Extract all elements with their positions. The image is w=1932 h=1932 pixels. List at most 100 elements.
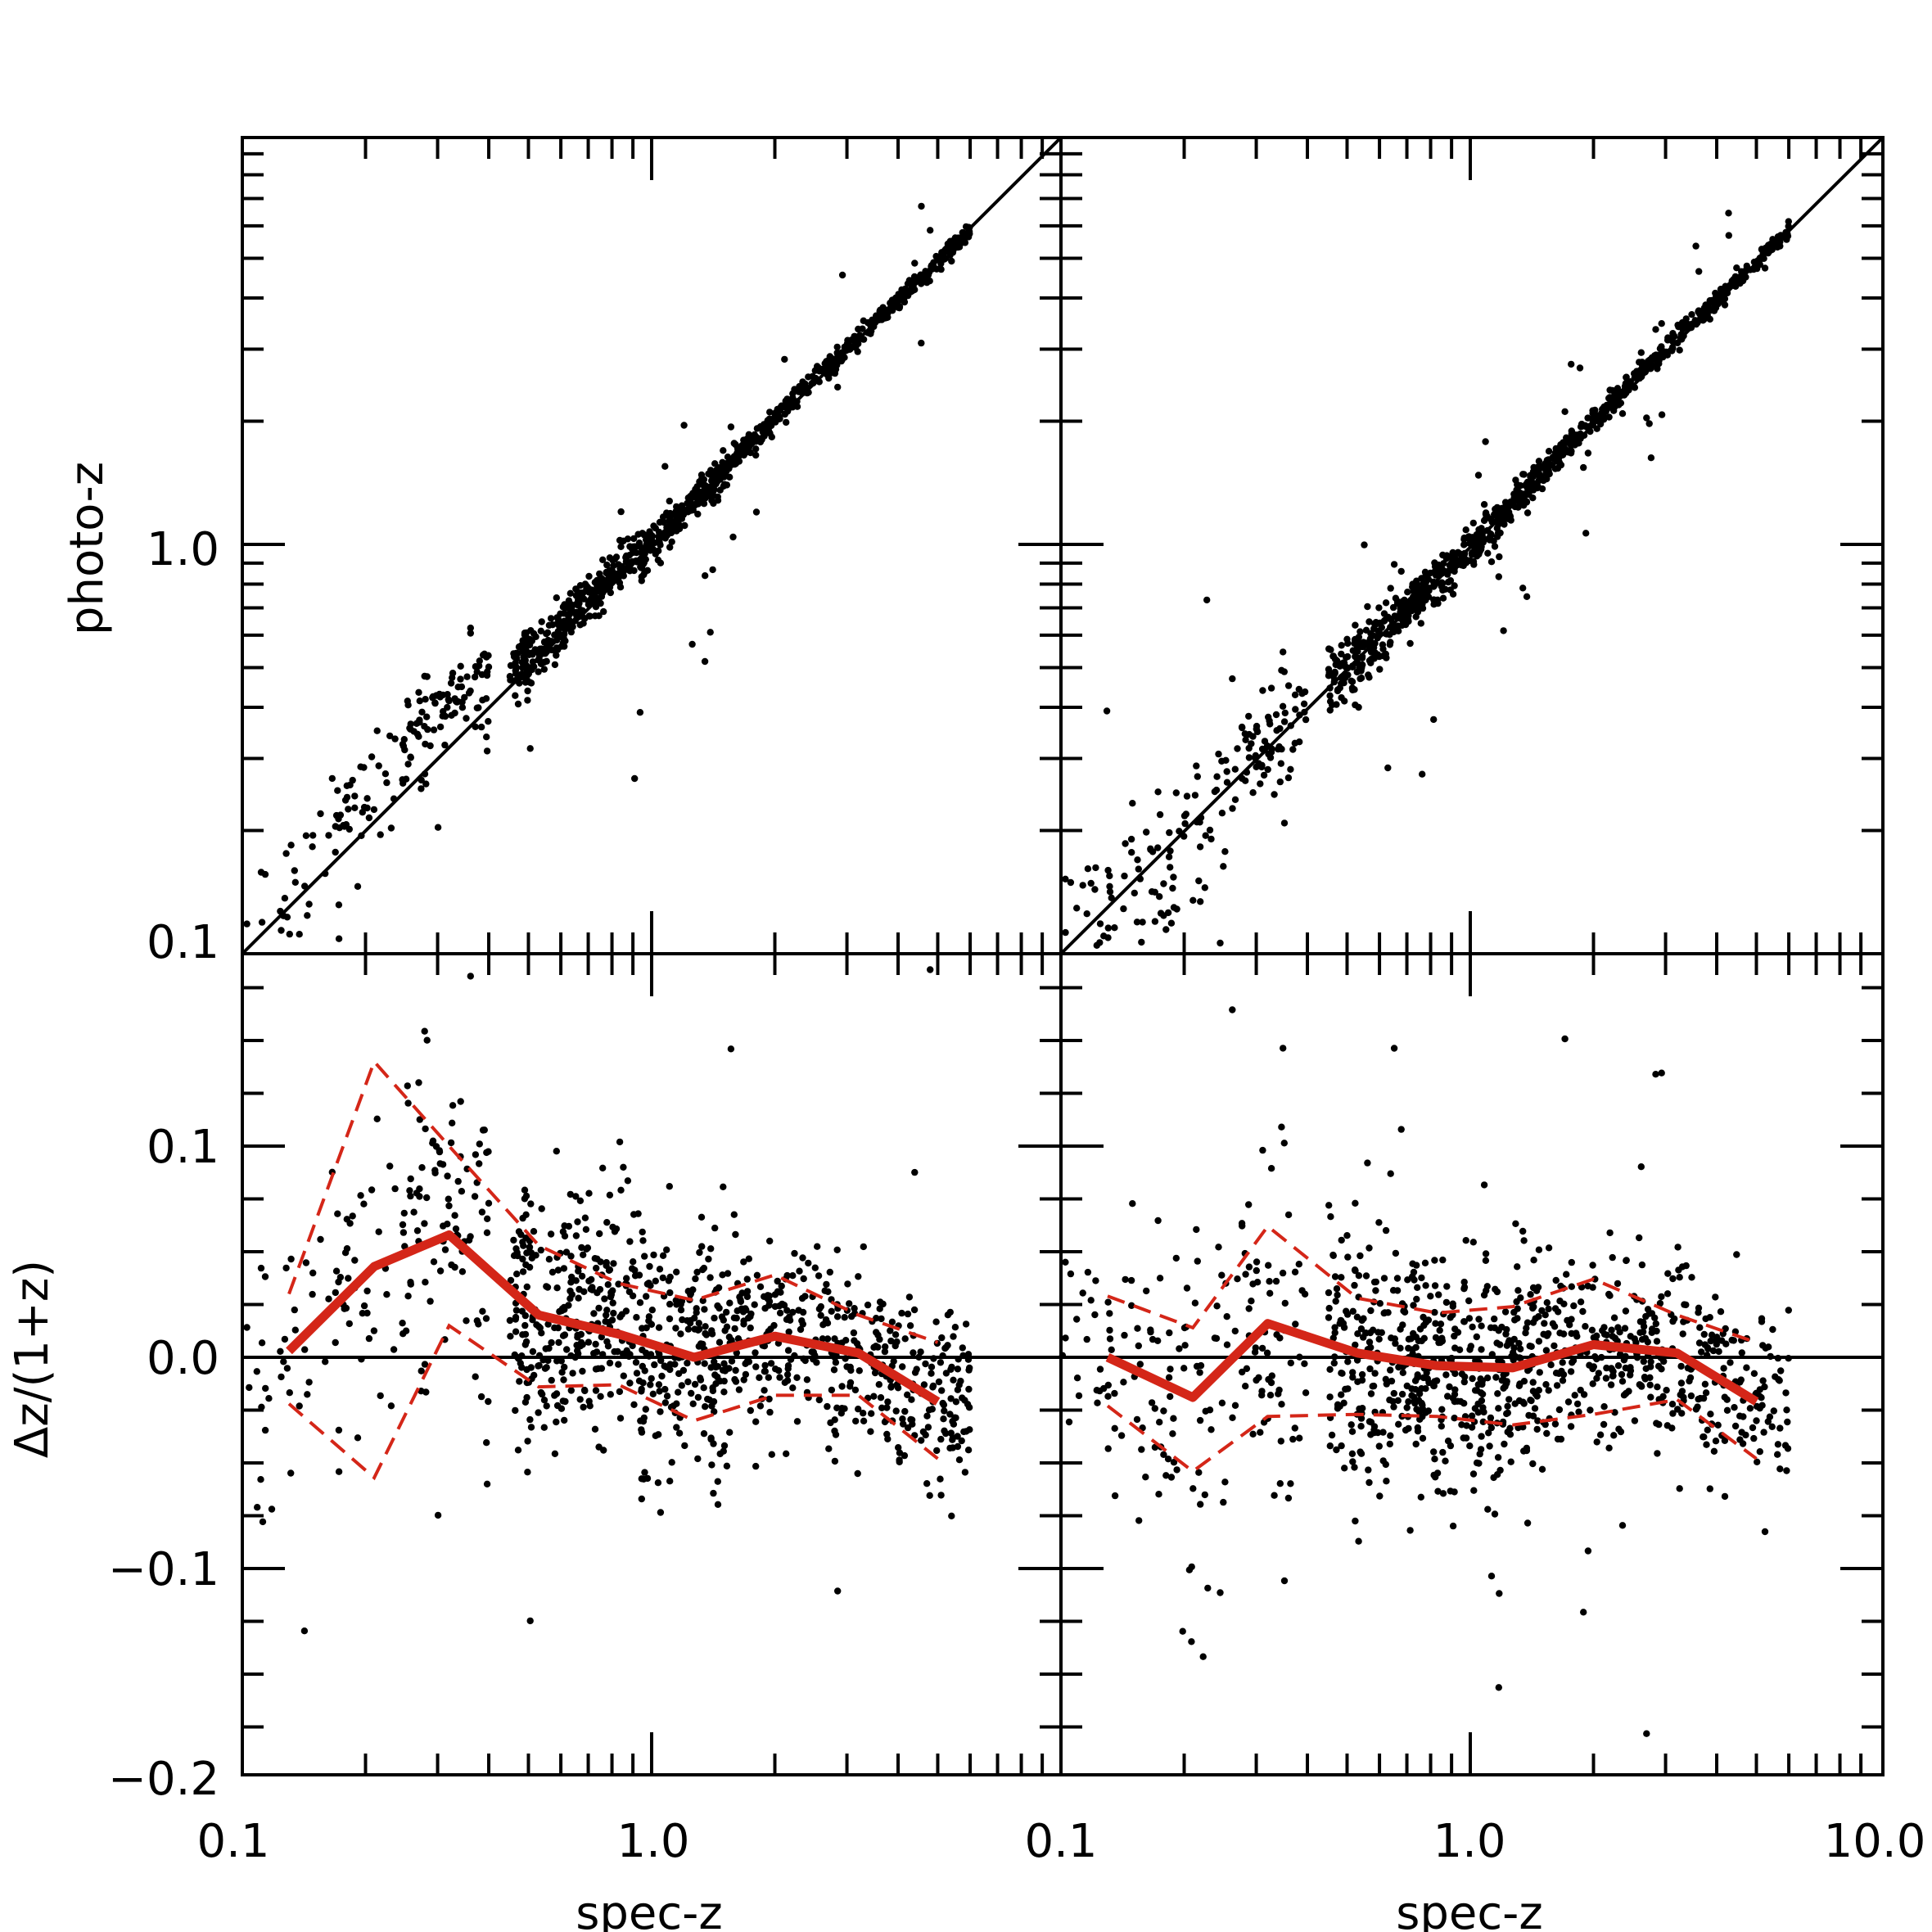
data-point-bottom-right xyxy=(1582,1323,1589,1330)
data-point-bottom-right xyxy=(1470,1487,1478,1494)
data-point-bottom-left xyxy=(814,1243,821,1250)
data-point-top-right xyxy=(1182,810,1190,818)
data-point-bottom-right xyxy=(1365,1478,1373,1487)
data-point-bottom-right xyxy=(1496,1590,1503,1597)
data-point-bottom-right xyxy=(1491,1315,1498,1323)
data-point-bottom-left xyxy=(452,1225,460,1233)
data-point-bottom-right xyxy=(1749,1424,1757,1432)
data-point-top-left xyxy=(781,355,788,363)
data-point-bottom-left xyxy=(830,1366,838,1374)
data-point-bottom-right xyxy=(1188,1638,1195,1645)
data-point-bottom-right xyxy=(1148,1399,1156,1406)
data-point-bottom-right xyxy=(1379,1429,1387,1436)
data-point-top-left xyxy=(351,792,359,800)
data-point-bottom-left xyxy=(904,1310,912,1318)
data-point-bottom-right xyxy=(1375,1329,1382,1336)
data-point-bottom-right xyxy=(1172,1254,1180,1262)
data-point-bottom-right xyxy=(1675,1266,1682,1274)
data-point-bottom-right xyxy=(1334,1291,1341,1299)
data-point-bottom-right xyxy=(1512,1220,1519,1228)
data-point-bottom-left xyxy=(923,1480,931,1487)
data-point-bottom-right xyxy=(1341,1465,1348,1472)
data-point-top-left xyxy=(434,824,442,831)
data-point-bottom-left xyxy=(706,1274,714,1281)
data-point-bottom-left xyxy=(965,1404,973,1411)
data-point-bottom-right xyxy=(1442,1457,1449,1465)
data-point-top-right xyxy=(1325,645,1333,652)
data-point-top-right xyxy=(1218,810,1226,817)
data-point-bottom-left xyxy=(377,1392,384,1400)
data-point-bottom-left xyxy=(831,1335,838,1343)
data-point-bottom-right xyxy=(1535,1387,1543,1394)
data-point-bottom-right xyxy=(1644,1338,1652,1346)
data-point-bottom-right xyxy=(1614,1324,1622,1331)
data-point-bottom-left xyxy=(538,1205,545,1212)
data-point-top-left xyxy=(287,842,295,849)
data-point-bottom-right xyxy=(1514,1263,1521,1271)
data-point-bottom-right xyxy=(1376,1300,1384,1307)
data-point-top-right xyxy=(1332,661,1339,669)
data-point-bottom-left xyxy=(521,1321,529,1329)
data-point-top-right xyxy=(1561,408,1569,415)
data-point-top-left xyxy=(485,663,493,670)
data-point-bottom-left xyxy=(707,1245,715,1253)
data-point-bottom-left xyxy=(639,1237,647,1244)
data-point-bottom-right xyxy=(1362,1272,1370,1280)
data-point-bottom-left xyxy=(710,1440,717,1447)
data-point-bottom-left xyxy=(341,1249,350,1257)
data-point-bottom-right xyxy=(1169,1430,1176,1438)
data-point-bottom-right xyxy=(1439,1490,1447,1497)
data-point-bottom-left xyxy=(823,1280,830,1289)
data-point-top-right xyxy=(1062,928,1069,937)
data-point-top-left xyxy=(436,723,445,731)
data-point-bottom-right xyxy=(1338,1391,1345,1398)
data-point-top-right xyxy=(1591,406,1599,414)
data-point-top-right xyxy=(1151,918,1159,925)
data-point-top-right xyxy=(1276,778,1284,786)
data-point-top-left xyxy=(543,630,550,638)
data-point-bottom-left xyxy=(615,1280,622,1288)
data-point-bottom-left xyxy=(413,1227,422,1235)
data-point-top-right xyxy=(1682,315,1690,323)
data-point-bottom-left xyxy=(335,1468,343,1475)
data-point-bottom-left xyxy=(345,1275,352,1282)
data-point-bottom-right xyxy=(1147,1326,1154,1334)
data-point-bottom-right xyxy=(1372,1287,1379,1294)
data-point-bottom-left xyxy=(416,1185,423,1193)
data-point-bottom-right xyxy=(1702,1315,1709,1323)
data-point-bottom-right xyxy=(1568,1258,1576,1266)
data-point-bottom-left xyxy=(961,1469,969,1476)
data-point-bottom-left xyxy=(917,1348,924,1356)
data-point-bottom-left xyxy=(783,1370,792,1379)
data-point-bottom-right xyxy=(1653,1338,1661,1345)
data-point-top-right xyxy=(1653,352,1661,359)
data-point-top-left xyxy=(616,565,624,572)
data-point-bottom-left xyxy=(334,1210,341,1217)
data-point-bottom-left xyxy=(286,1389,293,1397)
data-point-bottom-left xyxy=(672,1325,679,1332)
data-point-bottom-left xyxy=(399,1229,408,1236)
data-point-top-left xyxy=(381,770,390,778)
data-point-bottom-right xyxy=(1504,1409,1512,1417)
data-point-top-right xyxy=(1195,877,1203,885)
data-point-top-left xyxy=(630,535,638,543)
data-point-bottom-left xyxy=(834,1587,842,1595)
data-point-top-right xyxy=(1257,780,1264,788)
data-point-top-left xyxy=(368,753,376,761)
data-point-bottom-right xyxy=(1357,1450,1365,1457)
data-point-top-left xyxy=(557,643,566,650)
data-point-bottom-right xyxy=(1166,1329,1173,1337)
data-point-bottom-right xyxy=(1721,1437,1729,1445)
data-point-bottom-right xyxy=(1419,1434,1427,1442)
data-point-bottom-right xyxy=(1706,1485,1713,1492)
data-point-bottom-left xyxy=(793,1418,801,1425)
data-point-bottom-right xyxy=(1480,1408,1487,1416)
data-point-top-right xyxy=(1491,543,1499,550)
data-point-top-right xyxy=(1154,844,1162,851)
data-point-top-right xyxy=(1449,590,1457,598)
data-point-bottom-left xyxy=(907,1415,914,1424)
data-point-bottom-left xyxy=(639,1228,646,1236)
data-point-bottom-right xyxy=(1094,1399,1101,1406)
data-point-bottom-right xyxy=(1753,1417,1760,1424)
data-point-top-right xyxy=(1340,679,1347,687)
